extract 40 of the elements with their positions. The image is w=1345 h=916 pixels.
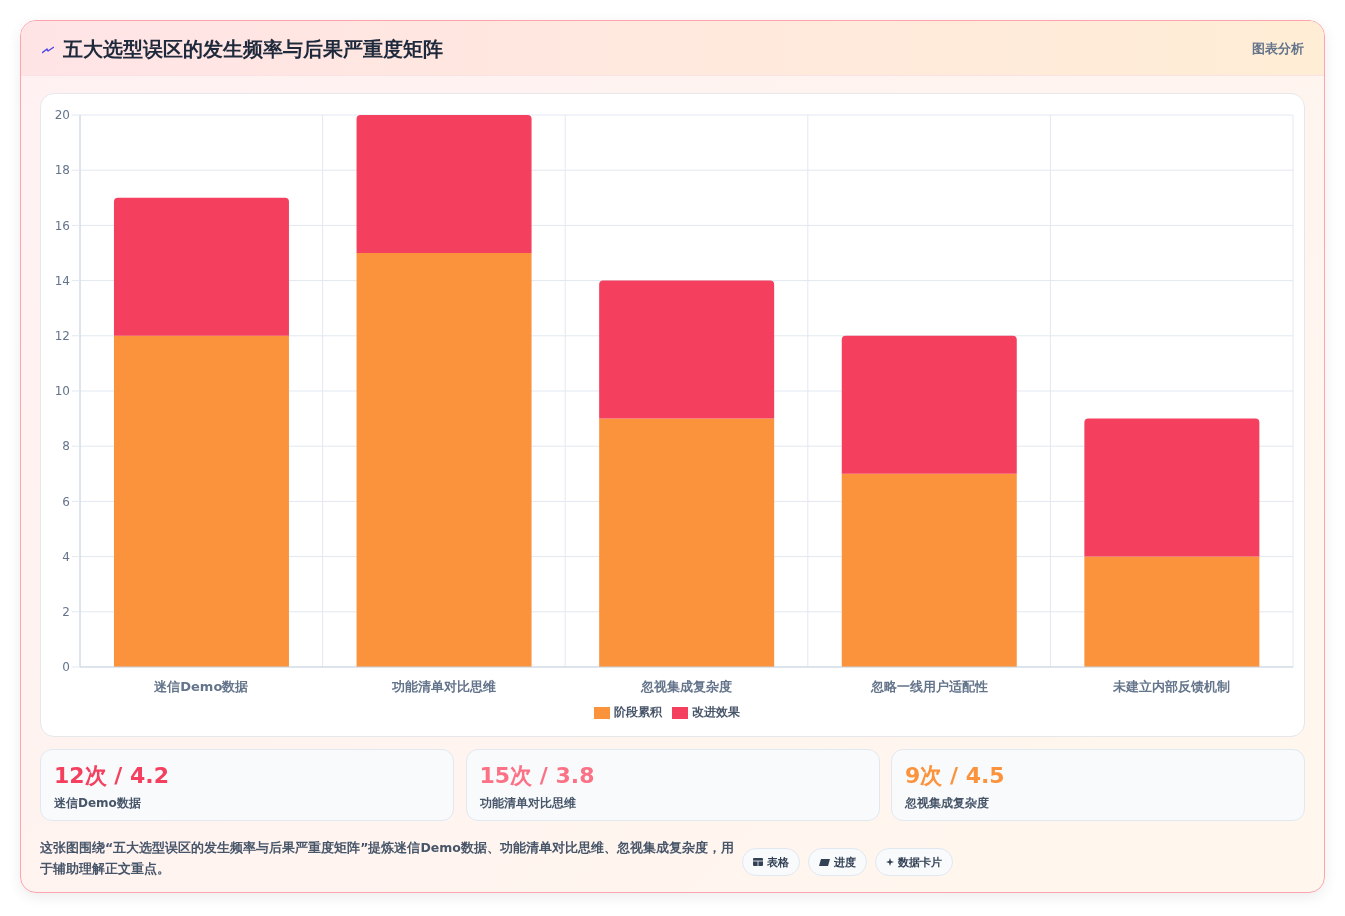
text: 12次 / 4.2 bbox=[54, 762, 169, 790]
y-tick-label: 10 bbox=[54, 384, 70, 399]
x-tick-label: 未建立内部反馈机制 bbox=[1112, 679, 1231, 695]
bar bbox=[356, 115, 532, 253]
x-tick-label: 忽略一线用户适配性 bbox=[869, 679, 988, 695]
bar bbox=[599, 418, 775, 667]
y-tick-label: 16 bbox=[54, 218, 70, 233]
y-tick-label: 6 bbox=[62, 494, 70, 509]
text: 图表分析 bbox=[1252, 40, 1304, 58]
legend-label: 阶段累积 bbox=[613, 705, 662, 719]
text: 9次 / 4.5 bbox=[905, 762, 1005, 790]
text: 这张图围绕“五大选型误区的发生频率与后果严重度矩阵”提炼迷信Demo数据、功能清单对比思维、忽视集成复杂度，用于辅助理解正文重点。 bbox=[40, 839, 735, 878]
text: 忽视集成复杂度 bbox=[905, 795, 989, 812]
text: 进度 bbox=[834, 854, 856, 870]
y-tick-label: 2 bbox=[62, 605, 70, 620]
y-tick-label: 20 bbox=[54, 108, 70, 123]
chart-title: 五大选型误区的发生频率与后果严重度矩阵 bbox=[63, 36, 443, 63]
bar bbox=[841, 335, 1017, 474]
y-tick-label: 12 bbox=[54, 329, 70, 344]
y-tick-label: 0 bbox=[62, 660, 70, 675]
bar bbox=[356, 253, 532, 667]
bar bbox=[113, 335, 289, 667]
bar bbox=[1084, 556, 1260, 667]
y-tick-label: 4 bbox=[62, 549, 70, 564]
text: 表格 bbox=[767, 854, 789, 870]
x-tick-label: 功能清单对比思维 bbox=[390, 679, 496, 695]
y-tick-label: 14 bbox=[54, 273, 70, 288]
bar bbox=[1084, 418, 1260, 557]
y-tick-label: 8 bbox=[62, 439, 70, 454]
bar bbox=[841, 473, 1017, 667]
x-tick-label: 迷信Demo数据 bbox=[153, 679, 249, 695]
text: 15次 / 3.8 bbox=[479, 762, 595, 790]
legend-label: 改进效果 bbox=[691, 705, 740, 719]
text: 迷信Demo数据 bbox=[54, 795, 141, 812]
y-tick-label: 18 bbox=[54, 163, 70, 178]
x-tick-label: 忽视集成复杂度 bbox=[640, 679, 732, 695]
text: 数据卡片 bbox=[898, 854, 942, 870]
bar bbox=[113, 197, 289, 336]
bar bbox=[599, 280, 775, 419]
text: 功能清单对比思维 bbox=[479, 795, 576, 812]
